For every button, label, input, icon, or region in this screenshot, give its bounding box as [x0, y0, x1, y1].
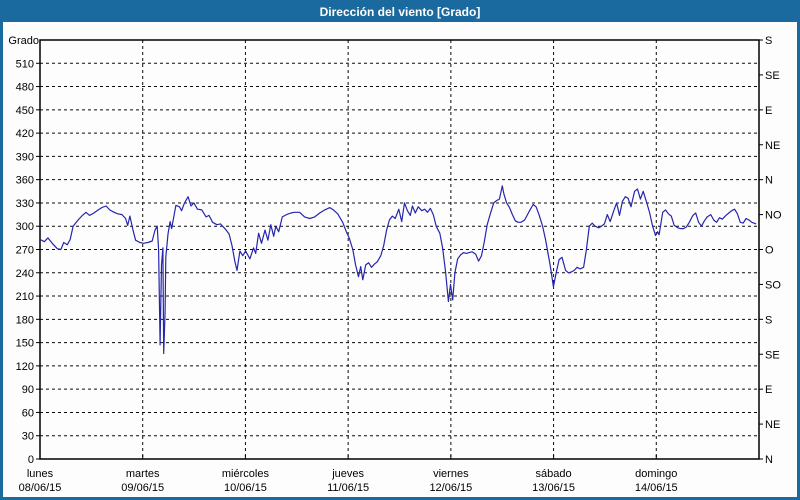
- svg-text:450: 450: [16, 105, 34, 117]
- svg-text:SE: SE: [765, 349, 780, 361]
- svg-text:sábado: sábado: [536, 468, 572, 480]
- svg-text:120: 120: [16, 361, 34, 373]
- svg-text:13/06/15: 13/06/15: [532, 482, 575, 494]
- svg-text:NE: NE: [765, 140, 780, 152]
- title-bar: Dirección del viento [Grado]: [2, 2, 798, 22]
- svg-text:miércoles: miércoles: [222, 468, 270, 480]
- svg-text:N: N: [765, 454, 773, 466]
- svg-text:12/06/15: 12/06/15: [429, 482, 472, 494]
- svg-text:NE: NE: [765, 419, 780, 431]
- svg-text:270: 270: [16, 245, 34, 257]
- svg-text:S: S: [765, 35, 772, 47]
- svg-text:240: 240: [16, 268, 34, 280]
- svg-text:10/06/15: 10/06/15: [224, 482, 267, 494]
- svg-text:0: 0: [28, 454, 34, 466]
- svg-text:60: 60: [22, 407, 34, 419]
- svg-text:NO: NO: [765, 210, 782, 222]
- svg-text:30: 30: [22, 431, 34, 443]
- svg-text:150: 150: [16, 338, 34, 350]
- svg-text:martes: martes: [126, 468, 160, 480]
- svg-text:08/06/15: 08/06/15: [19, 482, 62, 494]
- svg-text:viernes: viernes: [433, 468, 469, 480]
- svg-text:S: S: [765, 314, 772, 326]
- svg-text:domingo: domingo: [635, 468, 677, 480]
- svg-text:14/06/15: 14/06/15: [635, 482, 678, 494]
- svg-text:390: 390: [16, 151, 34, 163]
- svg-text:N: N: [765, 175, 773, 187]
- svg-text:300: 300: [16, 221, 34, 233]
- svg-text:180: 180: [16, 314, 34, 326]
- svg-text:11/06/15: 11/06/15: [327, 482, 369, 494]
- svg-text:09/06/15: 09/06/15: [121, 482, 164, 494]
- svg-text:360: 360: [16, 175, 34, 187]
- wind-direction-line-chart: 0 30 60 90 120 150 180 210 240 270 300 330 360 390 420…: [16, 35, 782, 494]
- chart-area: Grado 0 30 60 90 120 150 180 210 240 270 300 330 360…: [3, 21, 797, 494]
- svg-text:SO: SO: [765, 279, 781, 291]
- svg-text:420: 420: [16, 128, 34, 140]
- svg-text:210: 210: [16, 291, 34, 303]
- svg-text:O: O: [765, 245, 774, 257]
- svg-text:jueves: jueves: [331, 468, 364, 480]
- svg-text:330: 330: [16, 198, 34, 210]
- svg-text:480: 480: [16, 82, 34, 94]
- svg-text:SE: SE: [765, 70, 780, 82]
- window-title: Dirección del viento [Grado]: [319, 5, 481, 19]
- svg-text:lunes: lunes: [27, 468, 54, 480]
- svg-text:90: 90: [22, 384, 34, 396]
- svg-text:E: E: [765, 105, 772, 117]
- svg-text:510: 510: [16, 58, 34, 70]
- svg-text:E: E: [765, 384, 772, 396]
- y-axis-unit-label: Grado: [8, 35, 39, 47]
